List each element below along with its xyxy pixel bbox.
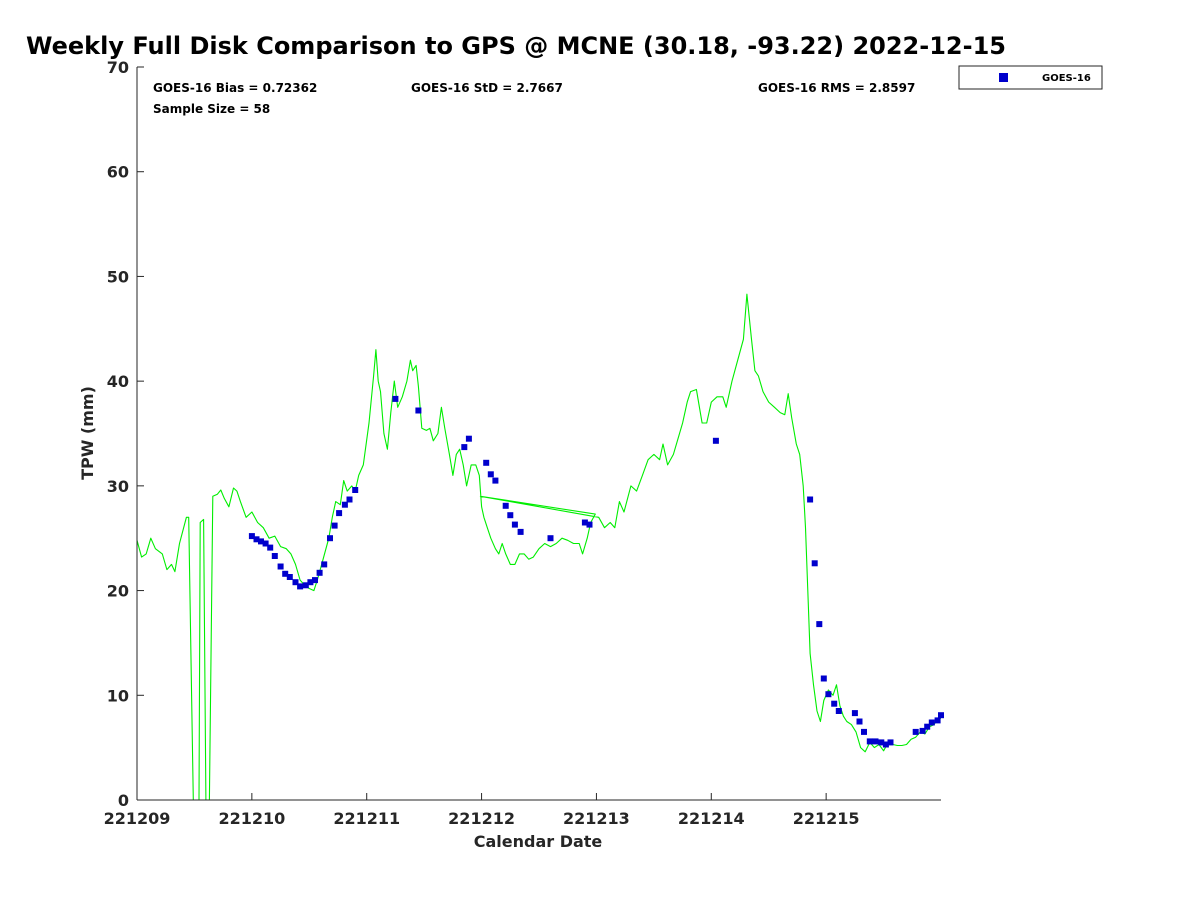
goes16-data-point — [327, 535, 333, 542]
goes16-data-point — [321, 561, 328, 568]
goes16-data-point — [887, 739, 894, 746]
goes16-data-point — [938, 712, 944, 719]
goes16-data-point — [253, 536, 260, 543]
goes16-data-point — [286, 574, 293, 580]
goes16-data-point — [492, 477, 499, 484]
goes16-data-point — [811, 560, 818, 567]
x-ticks: 221209 221210 221211 221212 221213 221214 2212… — [104, 793, 860, 828]
goes16-data-point — [831, 700, 838, 707]
goes16-data-point — [581, 519, 588, 526]
goes16-data-point — [302, 582, 309, 589]
goes16-data-point — [912, 728, 919, 735]
goes16-data-point — [415, 407, 422, 414]
x-tick-label: 221212 — [448, 809, 515, 828]
goes16-data-point — [517, 528, 524, 535]
y-tick-label: 50 — [107, 267, 129, 286]
goes16-data-point — [586, 521, 593, 528]
goes16-data-point — [331, 522, 338, 529]
legend: GOES-16 — [958, 65, 1103, 90]
goes-points-layer — [248, 395, 944, 748]
y-tick-label: 40 — [107, 372, 129, 391]
goes16-data-point — [483, 459, 490, 466]
goes16-data-point — [547, 535, 554, 542]
x-tick-label: 221211 — [333, 809, 400, 828]
goes16-data-point — [316, 569, 323, 576]
goes16-data-point — [872, 738, 879, 745]
legend-box — [958, 65, 1103, 90]
goes16-data-point — [507, 512, 514, 519]
legend-marker-goes16 — [999, 73, 1008, 82]
stat-rms: GOES-16 RMS = 2.8597 — [758, 81, 915, 95]
stat-bias: GOES-16 Bias = 0.72362 — [153, 81, 317, 95]
gps-series-line — [136, 293, 941, 801]
goes16-data-point — [807, 496, 814, 503]
goes16-data-point — [307, 579, 314, 586]
goes16-data-point — [277, 563, 284, 570]
goes16-data-point — [282, 570, 289, 577]
goes16-data-point — [856, 718, 863, 725]
goes16-data-point — [461, 444, 468, 451]
goes16-data-point — [352, 487, 359, 493]
goes16-data-point — [825, 691, 832, 698]
goes16-data-point — [934, 717, 941, 724]
goes16-data-point — [861, 728, 867, 735]
goes16-data-point — [465, 435, 472, 442]
goes16-data-point — [928, 719, 935, 726]
goes16-data-point — [248, 533, 255, 540]
goes16-data-point — [502, 502, 509, 509]
goes16-data-point — [816, 621, 823, 628]
goes16-data-point — [258, 538, 264, 545]
goes16-data-point — [336, 510, 343, 517]
goes16-data-point — [835, 708, 842, 714]
gps-line-layer — [136, 293, 941, 801]
axes — [136, 67, 941, 801]
y-axis-label: TPW (mm) — [78, 386, 97, 480]
plot-background — [137, 67, 941, 800]
goes16-data-point — [820, 675, 827, 682]
goes16-data-point — [297, 583, 304, 590]
plot-area — [137, 67, 941, 800]
goes16-data-point — [292, 579, 299, 586]
x-tick-label: 221215 — [793, 809, 860, 828]
goes16-data-point — [866, 738, 873, 745]
stat-sample-size: Sample Size = 58 — [153, 102, 270, 116]
goes16-data-point — [882, 741, 889, 748]
legend-label-goes16: GOES-16 — [1042, 73, 1091, 84]
goes16-data-point — [487, 471, 494, 478]
chart-title: Weekly Full Disk Comparison to GPS @ MCN… — [26, 32, 1006, 60]
x-axis-label: Calendar Date — [474, 832, 603, 851]
x-tick-label: 221214 — [678, 809, 745, 828]
goes16-data-point — [924, 723, 931, 730]
y-tick-label: 70 — [107, 58, 129, 77]
x-tick-label: 221213 — [563, 809, 630, 828]
goes16-data-point — [919, 727, 926, 734]
goes16-data-point — [346, 496, 353, 503]
goes16-data-point — [271, 553, 278, 559]
x-tick-label: 221209 — [104, 809, 171, 828]
goes16-data-point — [262, 540, 269, 547]
goes16-data-point — [267, 544, 274, 551]
goes16-data-point — [312, 577, 318, 584]
y-ticks: 0 10 20 30 40 50 60 70 — [107, 58, 144, 810]
y-tick-label: 20 — [107, 582, 129, 601]
y-tick-label: 0 — [118, 791, 129, 810]
y-tick-label: 10 — [107, 686, 129, 705]
goes16-data-point — [712, 437, 719, 444]
goes16-data-point — [851, 710, 858, 717]
goes16-data-point — [392, 395, 399, 402]
goes16-data-point — [878, 739, 885, 746]
y-tick-label: 30 — [107, 477, 129, 496]
x-tick-label: 221210 — [218, 809, 285, 828]
stat-std: GOES-16 StD = 2.7667 — [411, 81, 563, 95]
y-tick-label: 60 — [107, 163, 129, 182]
goes16-data-point — [511, 521, 518, 528]
goes16-data-point — [341, 501, 348, 508]
